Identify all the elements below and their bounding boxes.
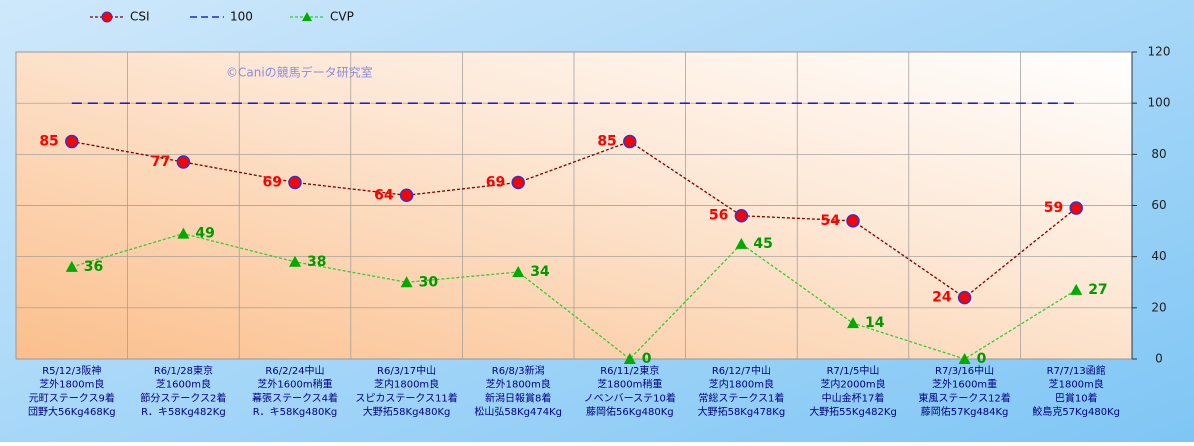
x-tick-label: 芝外1600m重 <box>932 378 997 391</box>
data-label: 59 <box>1044 200 1063 216</box>
legend-label: CVP <box>330 10 354 24</box>
x-tick-label: 芝内1800m良 <box>374 378 439 391</box>
x-tick-label: 芝外1800m良 <box>486 378 551 391</box>
watermark: ©Caniの競馬データ研究室 <box>226 65 373 80</box>
point <box>511 175 525 190</box>
point <box>734 208 749 223</box>
data-label: 27 <box>1088 282 1107 298</box>
x-tick-label: R6/2/24中山 <box>265 364 324 377</box>
data-label: 0 <box>977 351 987 367</box>
x-tick-label: 中山金杯17着 <box>822 391 885 404</box>
data-label: 54 <box>821 213 841 229</box>
point <box>623 353 636 364</box>
x-tick-label: ノベンバーステ10着 <box>584 391 676 404</box>
point <box>846 214 860 228</box>
point <box>512 266 525 278</box>
legend-marker <box>302 12 312 21</box>
x-tick-label: R6/1/28東京 <box>154 364 213 377</box>
y-tick-label: 80 <box>1151 147 1166 161</box>
data-label: 14 <box>865 315 885 331</box>
point <box>957 290 972 305</box>
data-label: 69 <box>263 174 282 190</box>
x-tick-label: 芝内2000m良 <box>820 378 885 391</box>
x-tick-label: R6/11/2東京 <box>600 364 659 377</box>
x-tick-label: 藤岡佑56Kg480Kg <box>586 405 674 418</box>
point <box>623 134 637 149</box>
legend-label: 100 <box>230 10 253 24</box>
x-tick-label: 節分ステークス2着 <box>140 391 226 404</box>
data-label: 64 <box>374 187 394 203</box>
legend-marker <box>101 11 113 23</box>
point <box>65 134 79 149</box>
data-label: 69 <box>486 174 505 190</box>
x-tick-label: 大野拓58Kg478Kg <box>698 405 786 418</box>
point <box>1070 283 1083 295</box>
x-tick-label: 幕張ステークス4着 <box>252 391 338 404</box>
x-tick-label: 巴賞10着 <box>1055 391 1098 404</box>
data-label: 77 <box>151 154 170 170</box>
legend-label: CSI <box>130 10 150 24</box>
data-label: 56 <box>709 208 728 224</box>
y-tick-label: 120 <box>1148 45 1171 59</box>
point <box>735 237 748 249</box>
data-label: 38 <box>307 254 326 270</box>
data-label: 24 <box>932 290 952 306</box>
x-tick-label: 元町ステークス9着 <box>29 391 115 404</box>
point <box>288 175 302 190</box>
x-tick-label: 芝1600m良 <box>156 378 211 391</box>
x-tick-label: R6/12/7中山 <box>712 364 771 377</box>
x-tick-label: 常総ステークス1着 <box>698 391 784 404</box>
x-tick-label: 新潟日報賞8着 <box>485 391 551 404</box>
x-tick-label: スピカステークス11着 <box>355 391 457 404</box>
x-tick-label: R7/3/16中山 <box>935 364 994 377</box>
data-label: 36 <box>84 259 103 275</box>
data-label: 30 <box>419 274 439 290</box>
x-tick-label: R6/3/17中山 <box>377 364 436 377</box>
x-tick-label: 芝内1800m良 <box>709 378 774 391</box>
x-tick-label: R6/8/3新潟 <box>492 364 545 377</box>
x-tick-label: 鮫島克57Kg480Kg <box>1032 405 1120 418</box>
x-tick-label: 芝1800m稍重 <box>597 378 662 391</box>
data-label: 49 <box>195 226 214 242</box>
x-tick-label: R．キ58Kg480Kg <box>253 407 338 418</box>
y-tick-label: 0 <box>1155 352 1163 366</box>
y-tick-label: 60 <box>1151 198 1166 212</box>
x-tick-label: R．キ58Kg482Kg <box>141 407 226 418</box>
x-tick-label: 芝外1800m良 <box>39 378 104 391</box>
point <box>1069 201 1083 215</box>
point <box>289 255 301 267</box>
point <box>400 276 413 288</box>
series-line <box>71 232 1077 360</box>
x-tick-label: 大野拓55Kg482Kg <box>809 405 897 418</box>
point <box>176 155 191 169</box>
series-line <box>71 140 1077 299</box>
x-tick-label: 芝1800m良 <box>1049 378 1104 391</box>
x-tick-label: R7/1/5中山 <box>827 364 880 377</box>
data-label: 85 <box>39 134 58 150</box>
point <box>65 260 78 272</box>
point <box>958 353 971 364</box>
x-tick-label: 松山弘58Kg474Kg <box>474 405 562 418</box>
point <box>177 227 190 239</box>
y-tick-label: 40 <box>1151 249 1166 263</box>
x-tick-label: 大野拓58Kg480Kg <box>363 405 451 418</box>
data-label: 85 <box>597 134 616 150</box>
point <box>399 188 414 203</box>
x-tick-label: 東風ステークス12着 <box>918 391 1010 404</box>
x-tick-label: R7/7/13函館 <box>1047 364 1106 377</box>
x-tick-label: 藤岡佑57Kg484Kg <box>921 405 1009 418</box>
data-label: 34 <box>530 264 550 280</box>
point <box>847 317 859 329</box>
data-label: 45 <box>753 236 772 252</box>
y-tick-label: 100 <box>1148 96 1171 110</box>
data-label: 0 <box>642 351 652 367</box>
x-tick-label: 団野大56Kg468Kg <box>28 405 116 418</box>
x-tick-label: 芝外1600m稍重 <box>257 378 332 391</box>
x-tick-label: R5/12/3阪神 <box>42 364 101 377</box>
y-tick-label: 20 <box>1151 300 1166 314</box>
